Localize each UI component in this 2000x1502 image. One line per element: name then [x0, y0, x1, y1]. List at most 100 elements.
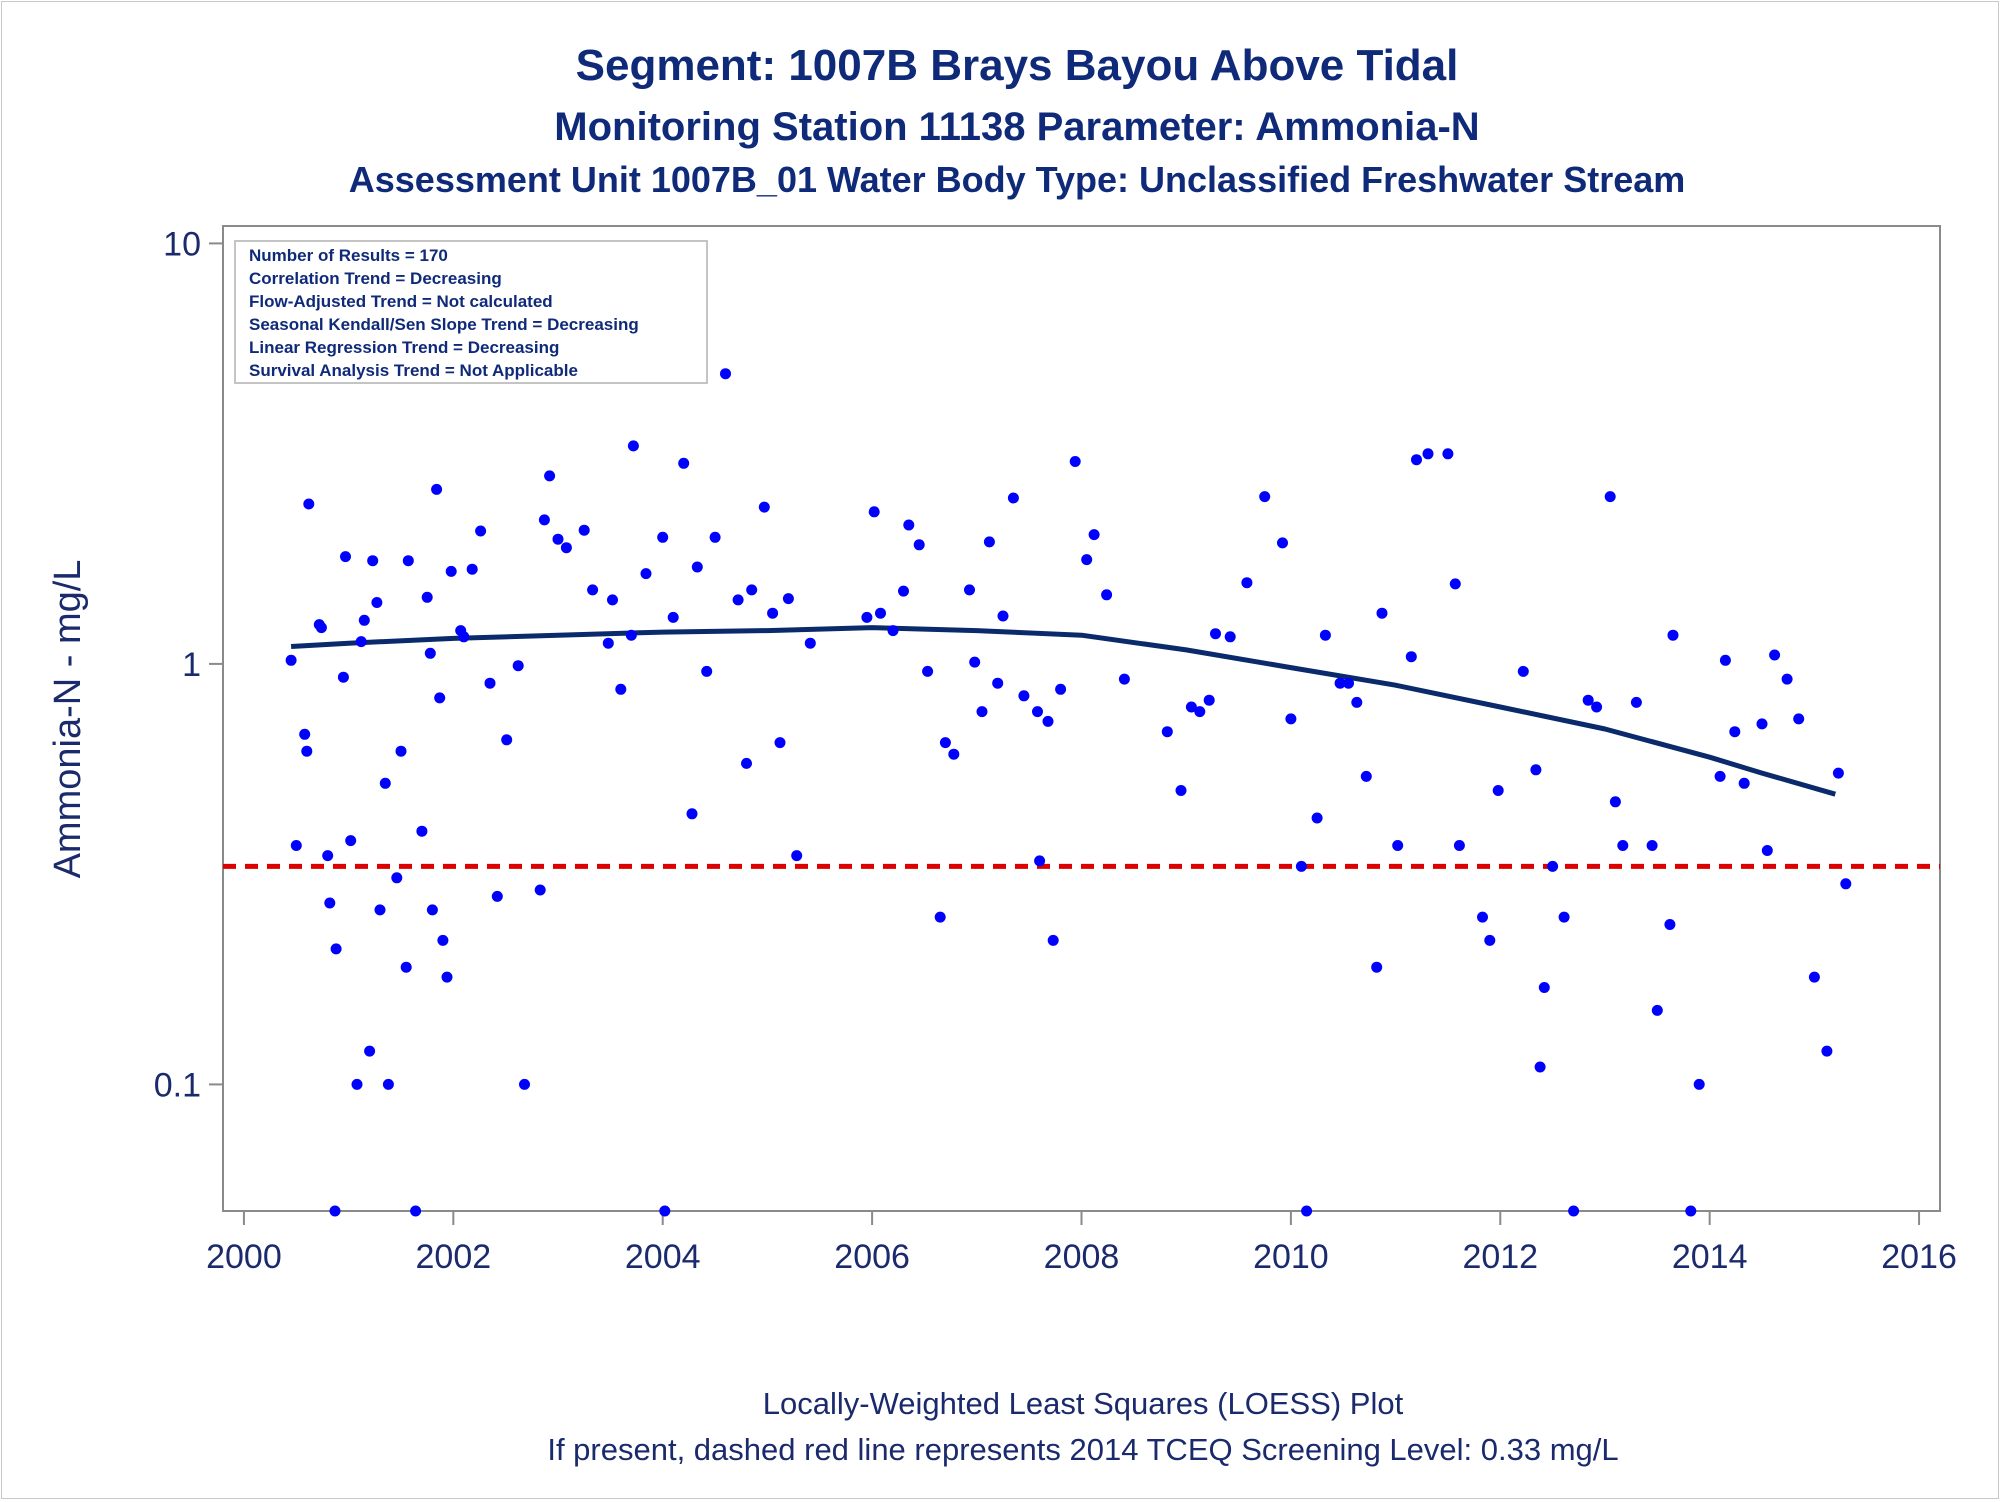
- x-tick-label: 2016: [1881, 1238, 1957, 1276]
- data-point: [741, 757, 752, 769]
- data-point: [720, 368, 731, 380]
- data-point: [922, 665, 934, 677]
- data-point: [887, 625, 899, 637]
- data-point: [657, 531, 669, 543]
- data-point: [1646, 840, 1658, 851]
- data-point: [1821, 1045, 1833, 1057]
- data-point: [1781, 673, 1793, 685]
- data-point: [1714, 770, 1726, 782]
- data-point: [1530, 764, 1542, 776]
- data-point: [410, 1205, 422, 1217]
- data-point: [758, 501, 770, 513]
- data-point: [424, 647, 436, 659]
- data-point: [1492, 785, 1504, 796]
- data-point: [1538, 982, 1550, 993]
- data-point: [782, 593, 794, 605]
- data-point: [560, 542, 572, 554]
- data-point: [1203, 694, 1215, 706]
- data-point: [290, 840, 302, 851]
- data-point: [1756, 718, 1768, 730]
- data-point: [355, 636, 367, 648]
- data-point: [329, 1205, 341, 1217]
- data-point: [992, 677, 1004, 689]
- inset-line-linear-regression: Linear Regression Trend = Decreasing: [249, 338, 559, 357]
- data-point: [1411, 454, 1422, 466]
- data-point: [1259, 491, 1271, 503]
- data-point: [322, 850, 334, 862]
- data-point: [1118, 673, 1130, 685]
- x-tick-label: 2000: [206, 1238, 282, 1276]
- data-point: [1376, 607, 1388, 619]
- data-point: [659, 1205, 671, 1217]
- data-point: [1371, 961, 1383, 973]
- data-point: [484, 677, 496, 689]
- data-point: [337, 671, 349, 683]
- data-point: [391, 872, 403, 884]
- data-point: [767, 607, 779, 619]
- chart-subtitle: Monitoring Station 11138 Parameter: Ammo…: [554, 105, 1479, 149]
- data-point: [1392, 840, 1404, 851]
- data-point: [964, 584, 975, 596]
- data-point: [1241, 577, 1253, 589]
- data-point: [791, 850, 803, 862]
- data-point: [1295, 860, 1307, 872]
- data-point: [475, 525, 487, 537]
- data-point: [345, 835, 357, 847]
- data-point: [434, 692, 446, 704]
- data-point: [367, 555, 379, 567]
- data-point: [1517, 665, 1529, 677]
- data-point: [1840, 878, 1852, 890]
- data-point: [983, 536, 995, 548]
- data-point: [667, 611, 679, 623]
- data-point: [491, 890, 503, 902]
- x-tick-label: 2002: [416, 1238, 492, 1276]
- data-point: [315, 622, 327, 634]
- data-point: [552, 533, 564, 545]
- data-point: [1808, 971, 1820, 983]
- data-point: [969, 656, 981, 668]
- data-point: [1301, 1205, 1313, 1217]
- data-point: [1484, 934, 1496, 946]
- data-point: [364, 1045, 376, 1057]
- data-point: [285, 654, 297, 666]
- data-point: [1832, 767, 1844, 779]
- data-point: [1007, 492, 1019, 504]
- data-points-layer: [285, 350, 1852, 1217]
- data-point: [686, 808, 698, 820]
- data-point: [512, 660, 524, 672]
- data-point: [1018, 690, 1030, 702]
- data-point: [1582, 694, 1594, 706]
- data-point: [1449, 578, 1461, 590]
- data-point: [1664, 919, 1676, 930]
- inset-line-seasonal-kendall: Seasonal Kendall/Sen Slope Trend = Decre…: [249, 315, 639, 334]
- chart-subtitle-2: Assessment Unit 1007B_01 Water Body Type…: [349, 159, 1686, 200]
- data-point: [382, 1078, 394, 1090]
- data-point: [340, 551, 351, 563]
- data-point: [358, 614, 370, 626]
- data-point: [903, 519, 915, 531]
- data-point: [1685, 1205, 1697, 1217]
- data-point: [324, 897, 336, 909]
- data-point: [1630, 696, 1642, 708]
- data-point: [534, 884, 546, 896]
- data-point: [431, 483, 443, 495]
- data-point: [1351, 696, 1363, 708]
- x-tick-label: 2012: [1462, 1238, 1538, 1276]
- data-point: [330, 943, 342, 955]
- data-point: [1591, 701, 1603, 713]
- data-point: [1453, 840, 1465, 851]
- data-point: [1761, 845, 1773, 856]
- data-point: [501, 734, 513, 746]
- data-point: [301, 745, 313, 757]
- y-tick-label: 10: [163, 225, 201, 263]
- data-point: [1334, 677, 1346, 689]
- data-point: [395, 745, 407, 757]
- data-point: [458, 631, 470, 643]
- data-point: [1175, 785, 1187, 796]
- data-point: [1277, 537, 1288, 549]
- data-point: [948, 748, 960, 760]
- data-point: [913, 539, 925, 551]
- data-point: [732, 594, 744, 606]
- data-point: [303, 498, 315, 510]
